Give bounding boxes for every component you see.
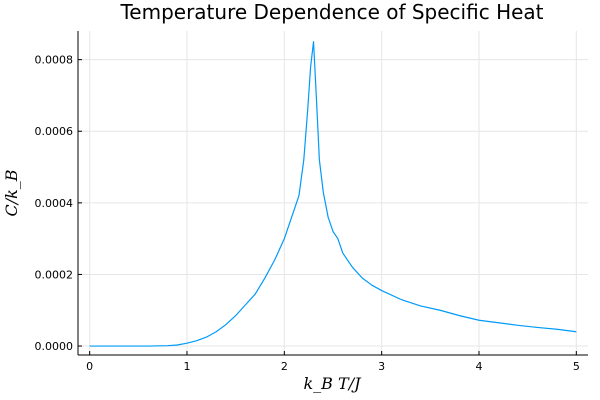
x-tick-label-4: 4 bbox=[475, 360, 482, 373]
grid-layer bbox=[78, 31, 588, 355]
series-layer bbox=[89, 41, 577, 347]
y-tick-label-3: 0.0006 bbox=[35, 125, 74, 138]
chart-title: Temperature Dependence of Specific Heat bbox=[119, 0, 543, 24]
x-axis-label: k_B T/J bbox=[303, 374, 362, 393]
axes-layer bbox=[77, 31, 588, 356]
x-tick-label-2: 2 bbox=[281, 360, 288, 373]
y-tick-label-4: 0.0008 bbox=[35, 54, 74, 67]
x-tick-label-3: 3 bbox=[378, 360, 385, 373]
series-line-0 bbox=[89, 41, 577, 347]
x-tick-label-5: 5 bbox=[573, 360, 580, 373]
y-axis-label: C/k_B bbox=[2, 169, 21, 216]
x-tick-label-0: 0 bbox=[86, 360, 93, 373]
tick-layer: 0 1 2 3 4 5 0.0000 0.0002 0.0004 0.0006 0.0008 bbox=[35, 54, 580, 373]
y-tick-label-2: 0.0004 bbox=[35, 197, 74, 210]
x-tick-label-1: 1 bbox=[184, 360, 191, 373]
y-tick-label-1: 0.0002 bbox=[35, 268, 74, 281]
y-tick-label-0: 0.0000 bbox=[35, 340, 74, 353]
